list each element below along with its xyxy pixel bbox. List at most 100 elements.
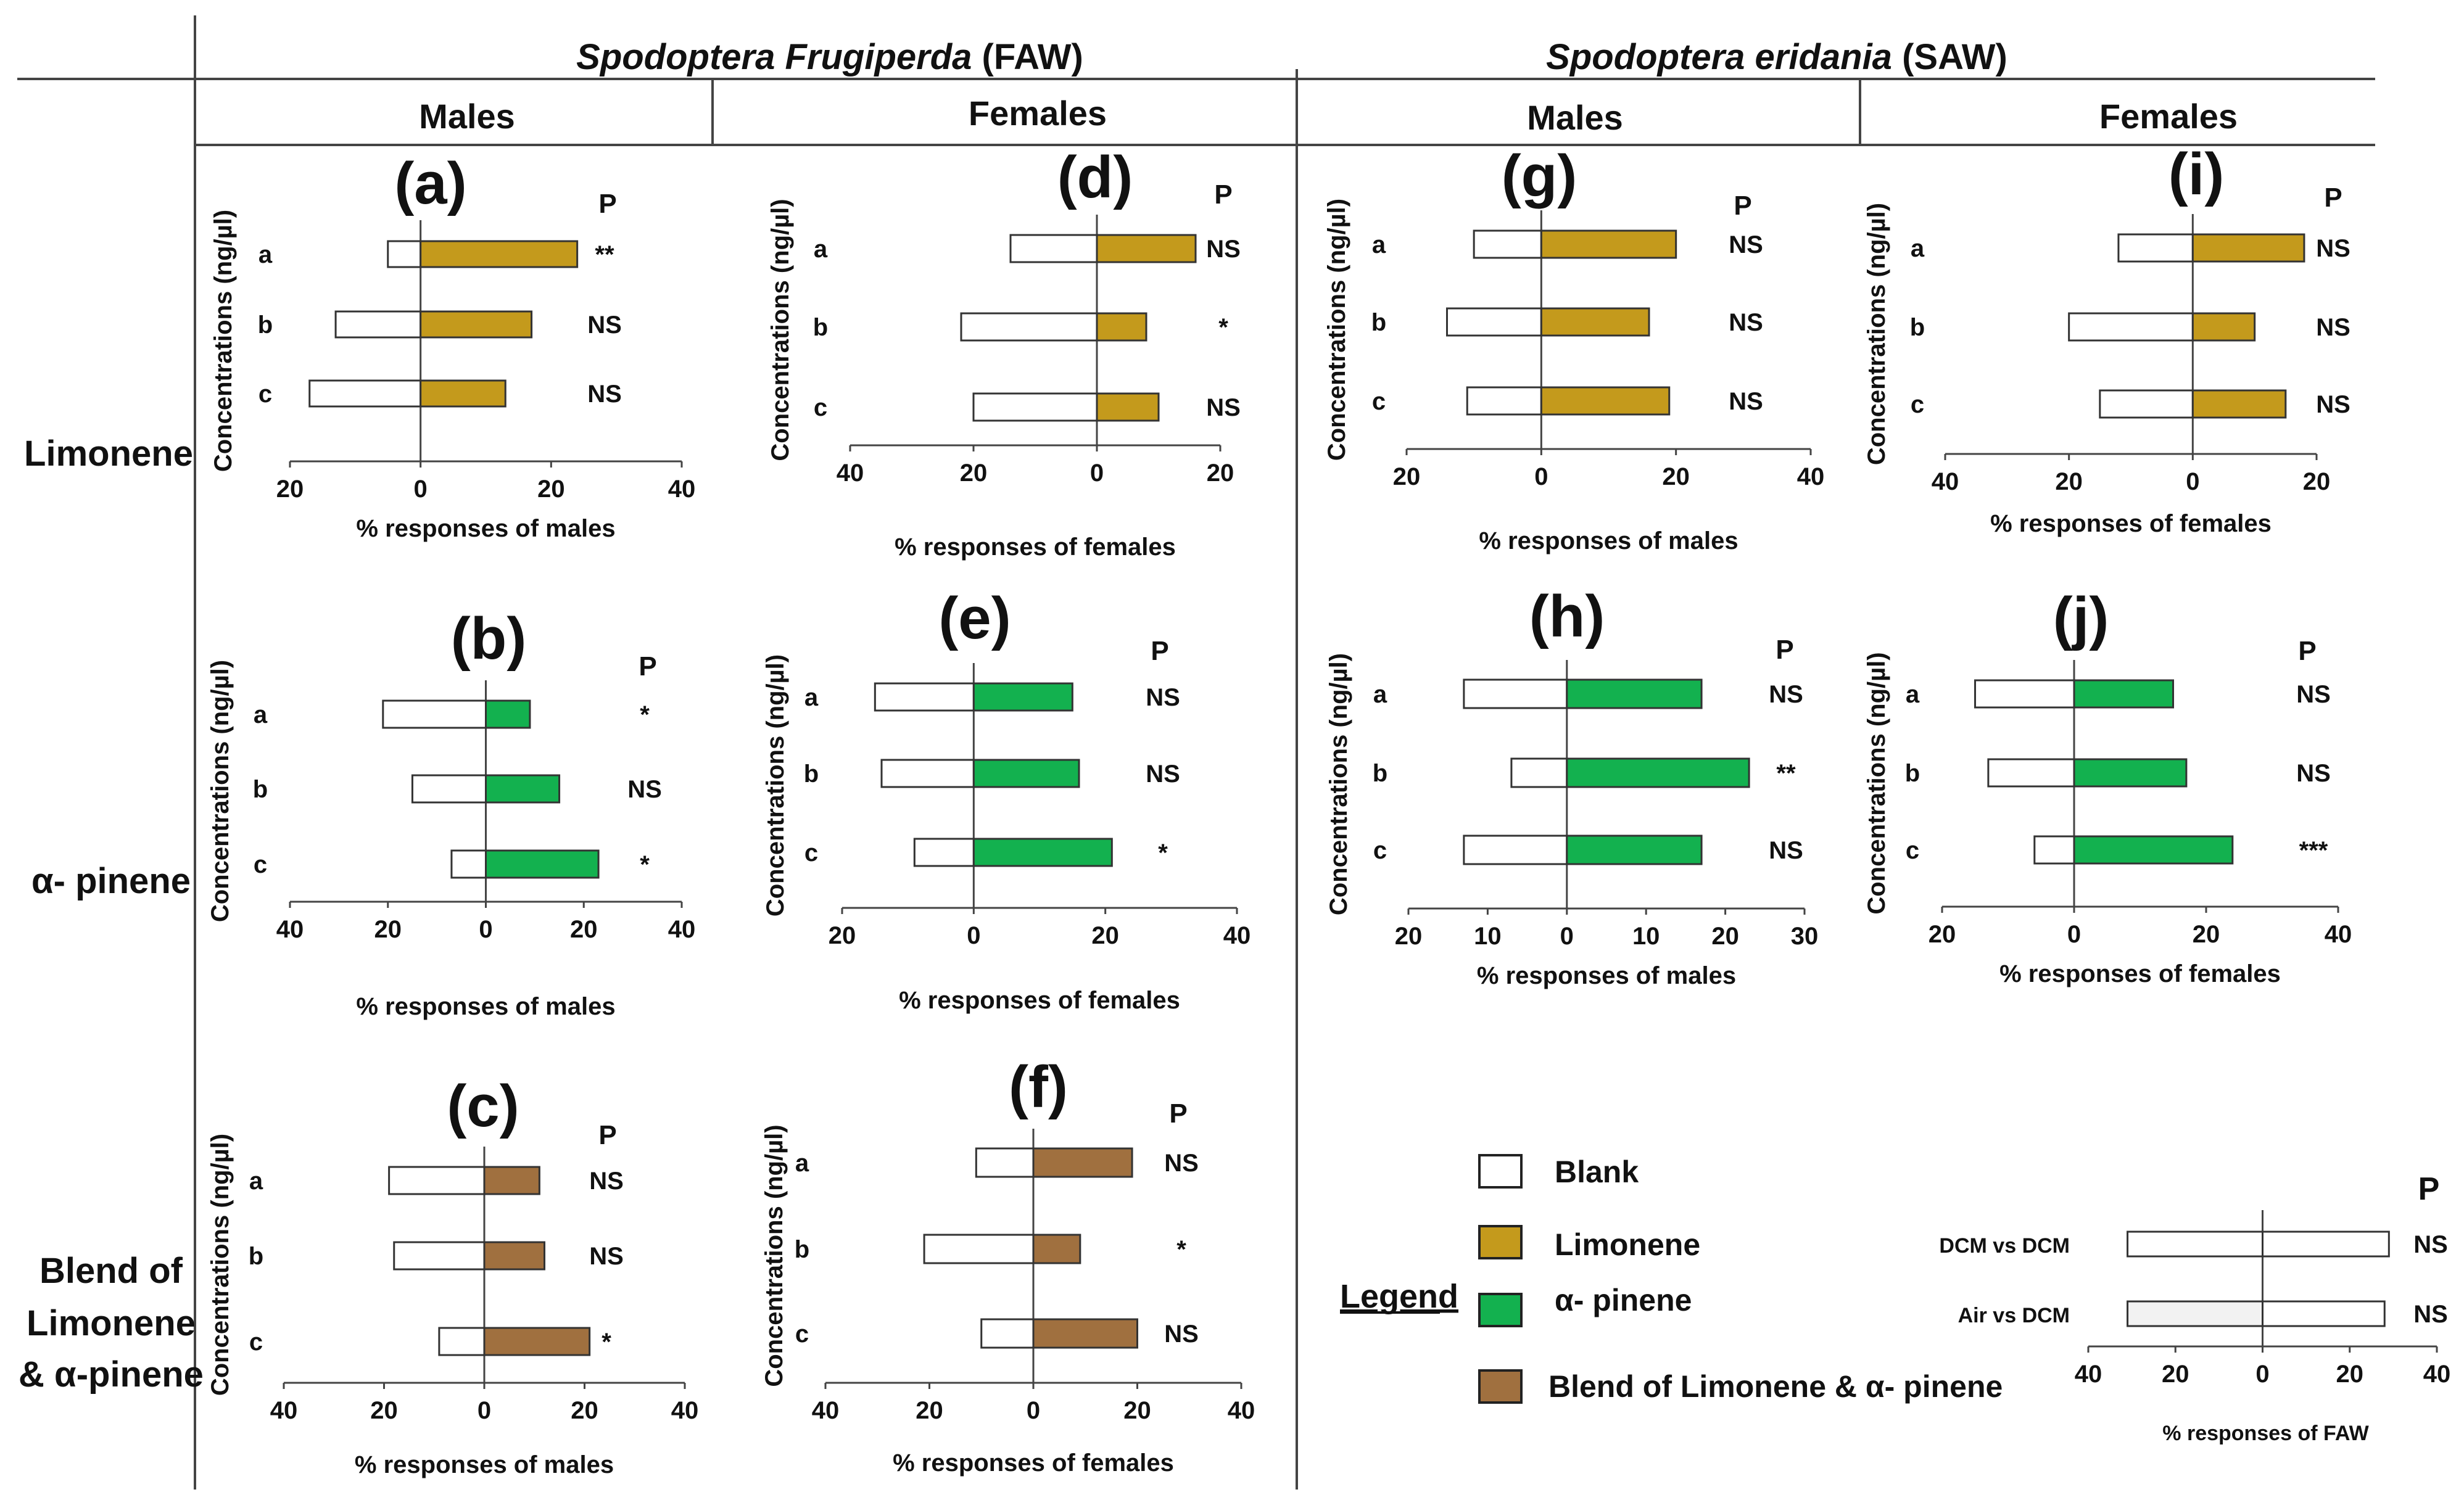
bar-treatment xyxy=(2073,758,2188,788)
p-value-label: NS xyxy=(2413,1301,2448,1328)
category-label: c xyxy=(254,851,267,878)
bar-treatment xyxy=(2191,312,2256,342)
x-tick-label: 20 xyxy=(1662,463,1690,490)
p-value-label: NS xyxy=(589,1243,624,1270)
x-tick-label: 10 xyxy=(1474,923,1502,950)
bar-treatment xyxy=(2191,389,2287,419)
bar-blank xyxy=(2099,389,2194,419)
p-value-label: NS xyxy=(1146,684,1180,711)
p-value-label: NS xyxy=(627,776,662,803)
p-value-label: NS xyxy=(2296,760,2331,787)
x-tick-label: 30 xyxy=(1791,923,1819,950)
column-header-faw-females: Females xyxy=(969,94,1107,133)
category-label: c xyxy=(1911,391,1924,418)
bar-treatment xyxy=(972,838,1113,867)
x-tick-label: 0 xyxy=(414,476,428,503)
x-tick-label: 40 xyxy=(1797,463,1825,490)
category-label: c xyxy=(1373,837,1387,864)
panel-label: (c) xyxy=(447,1073,519,1139)
panel-e: 20 0 20 40 a NS b NS c * P (e) % responses of female… xyxy=(762,585,1251,1014)
category-label: a xyxy=(804,684,819,711)
y-axis-label: Concentrations (ng/µl) xyxy=(1323,199,1350,461)
y-axis-label: Concentrations (ng/µl) xyxy=(1863,652,1890,914)
bar-treatment xyxy=(1566,757,1750,788)
species-header-faw: Spodoptera Frugiperda (FAW) xyxy=(576,37,1083,77)
x-tick-label: 40 xyxy=(1228,1397,1255,1424)
x-axis-label: % responses of females xyxy=(893,1449,1174,1477)
x-tick-label: 40 xyxy=(1932,468,1959,495)
bar-treatment xyxy=(483,1166,540,1195)
bar-treatment xyxy=(1096,392,1160,422)
bar-treatment xyxy=(1032,1318,1138,1349)
bar-treatment xyxy=(483,1327,591,1356)
legend-swatch-limonene xyxy=(1478,1225,1523,1259)
category-label: b xyxy=(253,776,268,803)
species-abbr: (FAW) xyxy=(972,37,1083,77)
x-tick-label: 20 xyxy=(571,1397,598,1424)
x-axis-label: % responses of females xyxy=(1990,510,2272,537)
x-tick-label: 0 xyxy=(479,916,492,943)
p-value-label: NS xyxy=(1164,1150,1199,1177)
p-value-label: NS xyxy=(2316,391,2350,418)
x-tick-label: 40 xyxy=(276,916,304,943)
x-tick-label: 20 xyxy=(1393,463,1421,490)
bar-treatment xyxy=(420,379,506,408)
category-label: Air vs DCM xyxy=(1958,1304,2070,1327)
x-tick-label: 40 xyxy=(837,459,864,487)
bar-blank xyxy=(880,759,975,788)
bar-treatment xyxy=(2073,835,2234,865)
bar-blank xyxy=(874,682,975,712)
p-header: P xyxy=(1214,179,1232,210)
row-label-blend-line: Limonene xyxy=(27,1303,196,1343)
panel-b: 40 20 0 20 40 a * b NS c * P (b) % responses of males… xyxy=(207,606,695,1020)
p-header: P xyxy=(1169,1098,1187,1129)
x-tick-label: 20 xyxy=(1929,921,1956,948)
x-tick-label: 0 xyxy=(967,922,980,949)
category-label: b xyxy=(813,314,828,341)
x-axis-label: % responses of females xyxy=(1999,960,2281,987)
y-axis-label: Concentrations (ng/µl) xyxy=(1325,653,1352,915)
bar-treatment xyxy=(1032,1234,1081,1264)
bar-blank xyxy=(1463,834,1568,865)
bar-blank xyxy=(1463,678,1568,709)
p-header: P xyxy=(598,1120,616,1150)
bar-blank xyxy=(382,699,487,729)
x-axis-label: % responses of FAW xyxy=(2162,1422,2369,1445)
bar-treatment xyxy=(1540,386,1671,416)
category-label: a xyxy=(1906,681,1920,708)
category-label: a xyxy=(1911,235,1925,262)
species-header-saw: Spodoptera eridania (SAW) xyxy=(1546,37,2007,77)
bar-blank xyxy=(334,310,422,339)
p-value-label: ** xyxy=(595,241,614,268)
p-value-label: NS xyxy=(1769,837,1803,864)
panel-h: 20 10 0 10 20 30 a NS b ** c NS P (h) % responses of m… xyxy=(1325,583,1818,989)
row-label-blend-line: Blend of xyxy=(39,1251,183,1291)
x-tick-label: 10 xyxy=(1632,923,1660,950)
p-value-label: *** xyxy=(2299,837,2328,864)
species-abbr: (SAW) xyxy=(1892,37,2007,77)
bar-treatment xyxy=(1566,834,1703,865)
p-header: P xyxy=(1151,636,1168,666)
panel-f: 40 20 0 20 40 a NS b * c NS P (f) % responses of fema… xyxy=(761,1054,1255,1477)
p-value-label: NS xyxy=(587,311,622,339)
x-tick-label: 40 xyxy=(2325,921,2352,948)
x-tick-label: 20 xyxy=(537,476,565,503)
x-tick-label: 20 xyxy=(960,459,988,487)
p-value-label: NS xyxy=(1729,388,1763,415)
panel-label: (g) xyxy=(1502,143,1577,209)
bar-treatment xyxy=(972,682,1073,712)
category-label: a xyxy=(249,1168,263,1195)
category-label: b xyxy=(804,760,819,788)
category-label: b xyxy=(249,1243,263,1270)
category-label: b xyxy=(1905,760,1920,787)
bar-treatment xyxy=(972,759,1080,788)
y-axis-label: Concentrations (ng/µl) xyxy=(1863,203,1890,465)
x-tick-label: 0 xyxy=(1090,459,1104,487)
chart-panels: 20 0 20 40a **b NSc NSP(a)% responses of males… xyxy=(207,141,2450,1478)
panel-control: 40 20 0 20 40 DCM vs DCM NS Air vs DCM NS P % resp… xyxy=(1939,1171,2450,1445)
bar-treatment xyxy=(1096,234,1197,263)
bar-treatment xyxy=(1566,678,1703,709)
table-grid xyxy=(17,15,2375,1490)
category-label: b xyxy=(1910,314,1925,341)
x-tick-label: 20 xyxy=(370,1397,398,1424)
